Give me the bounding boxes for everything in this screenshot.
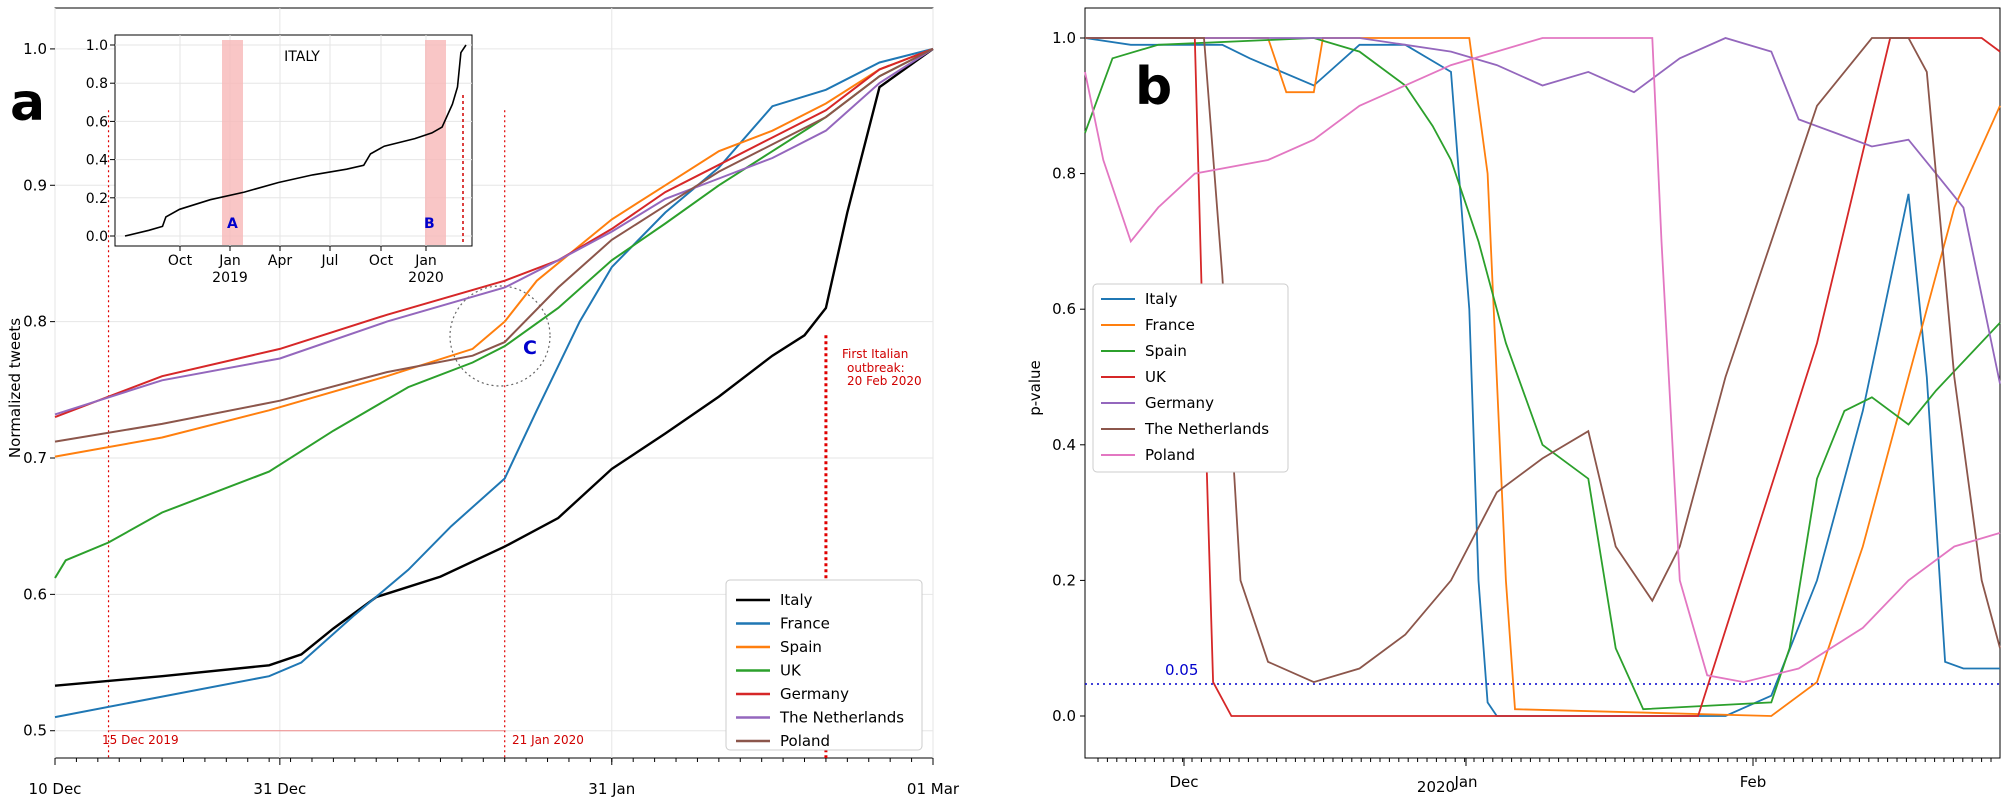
inset-y-tick-label: 0.2 — [86, 191, 108, 207]
inset-series — [124, 44, 467, 237]
panel-a-legend-label-the-netherlands: The Netherlands — [779, 709, 904, 727]
inset-frame — [114, 34, 473, 247]
inset-year-2019: 2019 — [212, 270, 248, 286]
panel-b-label: b — [1135, 57, 1172, 117]
inset-y-ticks: 0.0 0.2 0.4 0.6 0.8 1.0 — [86, 38, 115, 245]
panel-a-legend-label-germany: Germany — [780, 685, 849, 703]
panel-a-legend-label-poland: Poland — [780, 732, 830, 750]
annotation-outbreak-line2: outbreak: — [847, 361, 905, 375]
inset-y-tick-label: 0.6 — [86, 114, 108, 130]
panel-b-y-tick-label: 0.8 — [1052, 165, 1076, 183]
panel-b-y-tick-label: 0.4 — [1052, 436, 1076, 454]
annotation-outbreak-line3: 20 Feb 2020 — [847, 374, 922, 388]
inset-series-italy — [124, 44, 467, 237]
panel-b-y-ticks: 0.0 0.2 0.4 0.6 0.8 1.0 — [1052, 29, 1085, 725]
annotation-21-jan-2020: 21 Jan 2020 — [512, 733, 584, 747]
panel-a-y-tick-label: 1.0 — [23, 40, 47, 58]
panel-b-x-ticks: Dec Jan Feb — [1097, 758, 1992, 791]
inset-x-tick-label: Oct — [369, 253, 394, 269]
panel-b-legend-label-poland: Poland — [1145, 446, 1195, 464]
panel-b-x-tick-label: Feb — [1740, 773, 1767, 791]
panel-a-legend-label-uk: UK — [780, 662, 802, 680]
panel-b-series-spain — [1084, 37, 2001, 711]
panel-b-series-poland — [1084, 37, 2001, 684]
inset-x-tick-label: Jul — [321, 253, 339, 269]
panel-b-legend-label-france: France — [1145, 316, 1195, 334]
panel-a-x-tick-label: 01 Mar — [907, 780, 960, 798]
panel-b-series-italy — [1084, 37, 2000, 717]
panel-a-x-tick-label: 31 Jan — [588, 780, 635, 798]
panel-a-series-uk — [54, 48, 934, 579]
panel-a-series-poland — [54, 48, 934, 443]
panel-a-y-tick-label: 0.9 — [23, 176, 47, 194]
panel-b-legend-label-italy: Italy — [1145, 290, 1178, 308]
panel-a-series-france — [54, 47, 934, 719]
panel-a: 0.5 0.6 0.7 0.8 0.9 1.0 10 Dec 31 Dec 31 Jan 01 … — [6, 7, 960, 798]
panel-a-annotation-lines — [107, 110, 828, 758]
panel-a-y-ticks: 0.5 0.6 0.7 0.8 0.9 1.0 — [23, 40, 55, 740]
panel-a-x-tick-label: 31 Dec — [253, 780, 306, 798]
inset-y-tick-label: 0.4 — [86, 153, 108, 169]
panel-b-legend-label-uk: UK — [1145, 368, 1167, 386]
panel-a-label: a — [10, 73, 45, 133]
panel-b-x-tick-label: Jan — [1453, 773, 1477, 791]
panel-b-series-germany — [1085, 37, 2001, 384]
panel-b-legend-label-spain: Spain — [1145, 342, 1187, 360]
inset-x-tick-label: Jan — [414, 253, 437, 269]
inset-x-ticks: Oct Jan Apr Jul Oct Jan — [168, 246, 437, 269]
panel-a-series-germany — [54, 47, 934, 419]
panel-b-x-tick-label: Dec — [1169, 773, 1198, 791]
inset-period-b — [425, 40, 446, 245]
panel-b-series — [1084, 37, 2001, 717]
panel-a-legend: Italy France Spain UK Germany The Netherlands… — [725, 579, 923, 751]
panel-a-series-the-netherlands — [54, 48, 934, 416]
panel-b-series-uk — [1085, 37, 2001, 717]
inset-year-2020: 2020 — [408, 270, 444, 286]
panel-a-series — [54, 47, 934, 719]
annotation-outbreak-line1: First Italian — [842, 347, 908, 361]
panel-a-y-tick-label: 0.6 — [23, 585, 47, 603]
panel-b-y-tick-label: 0.2 — [1052, 571, 1076, 589]
panel-b-y-axis-label: p-value — [1026, 360, 1044, 416]
panel-b-series-the-netherlands — [1085, 37, 2001, 684]
panel-a-legend-label-italy: Italy — [780, 591, 813, 609]
italy-inset: 0.0 0.2 0.4 0.6 0.8 1.0 Oct Jan Apr Jul Oct Jan IT… — [86, 34, 473, 286]
panel-a-legend-box — [725, 579, 923, 751]
panel-b-year-label: 2020 — [1417, 778, 1455, 796]
panel-b: 0.05 0.0 0.2 0.4 0.6 0.8 1.0 Dec Jan Feb p-valu… — [1026, 7, 2001, 796]
inset-x-tick-label: Apr — [268, 253, 292, 269]
panel-b-legend-label-the-netherlands: The Netherlands — [1144, 420, 1269, 438]
inset-x-tick-label: Oct — [168, 253, 193, 269]
panel-a-y-axis-label: Normalized tweets — [6, 318, 24, 458]
panel-a-x-ticks: 10 Dec 31 Dec 31 Jan 01 Mar — [29, 758, 960, 798]
panel-b-legend-label-germany: Germany — [1145, 394, 1214, 412]
panel-a-y-tick-label: 0.8 — [23, 313, 47, 331]
panel-a-x-tick-label: 10 Dec — [29, 780, 82, 798]
threshold-label: 0.05 — [1165, 661, 1198, 679]
inset-y-tick-label: 1.0 — [86, 38, 108, 54]
inset-y-tick-label: 0.0 — [86, 229, 108, 245]
panel-b-y-tick-label: 1.0 — [1052, 29, 1076, 47]
panel-b-y-tick-label: 0.6 — [1052, 300, 1076, 318]
panel-b-series-france — [1085, 37, 2001, 717]
inset-period-b-label: B — [424, 216, 435, 232]
panel-a-y-tick-label: 0.5 — [23, 722, 47, 740]
inset-title: ITALY — [284, 49, 320, 65]
inset-period-a-label: A — [227, 216, 238, 232]
panel-a-series-italy — [54, 47, 934, 687]
highlight-circle — [449, 285, 551, 387]
inset-y-tick-label: 0.8 — [86, 76, 108, 92]
annotation-15-dec-2019: 15 Dec 2019 — [102, 733, 179, 747]
panel-b-legend: Italy France Spain UK Germany The Netherlands… — [1092, 283, 1289, 473]
inset-x-tick-label: Jan — [218, 253, 241, 269]
panel-b-y-tick-label: 0.0 — [1052, 707, 1076, 725]
inset-period-a — [222, 40, 243, 245]
panel-a-y-tick-label: 0.7 — [23, 449, 47, 467]
panel-a-legend-label-spain: Spain — [780, 638, 822, 656]
panel-a-legend-label-france: France — [780, 615, 830, 633]
annotation-c: C — [523, 337, 537, 359]
panel-b-legend-box — [1092, 283, 1289, 473]
